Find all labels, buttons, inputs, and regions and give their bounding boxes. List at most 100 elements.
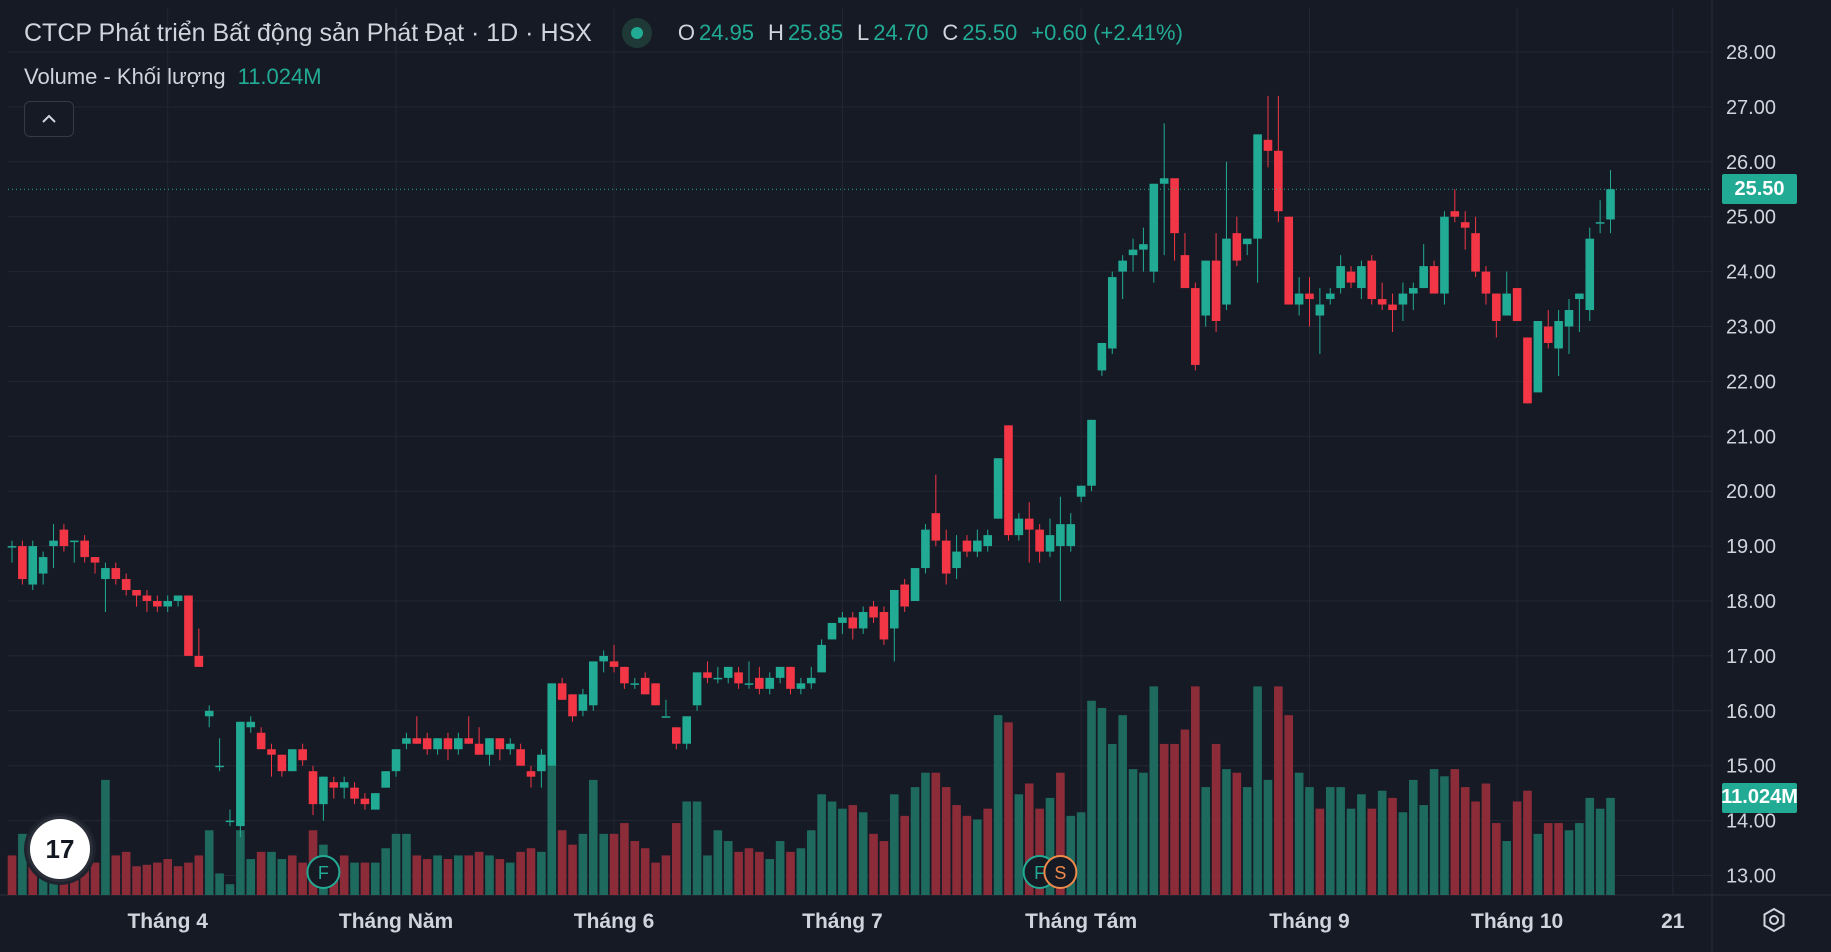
volume-bar [360,862,370,895]
volume-bar [672,823,681,895]
candle-body [848,617,858,629]
time-tick-label: Tháng 4 [127,910,208,933]
candle-body [339,782,349,788]
volume-bar [1585,797,1595,895]
candle-body [90,557,100,563]
volume-label[interactable]: Volume - Khối lượng [24,64,226,89]
volume-bar [1523,790,1532,895]
volume-bar [1575,823,1584,895]
price-tick-label: 15.00 [1726,756,1776,778]
candle-body [526,771,536,777]
volume-bar [703,855,712,895]
symbol-title[interactable]: CTCP Phát triển Bất động sản Phát Đạt · … [24,18,592,47]
volume-bar [28,848,38,895]
close-key: C [942,20,959,45]
candle-body [1004,425,1013,536]
volume-bar [184,862,193,895]
candle-body [153,601,162,607]
candle-body [1201,260,1210,316]
high-value: 25.85 [787,20,843,45]
volume-bar [1533,833,1543,895]
collapse-legend-button[interactable] [24,101,74,137]
candle-body [630,683,640,685]
candle-body [1014,518,1024,536]
high-key: H [768,20,784,45]
candle-body [713,677,723,680]
event-marker-label: F [318,863,329,883]
candle-body [568,694,577,717]
volume-bar [1606,797,1615,895]
candle-body [620,666,629,684]
volume-bar [1087,700,1096,895]
candle-body [1242,238,1252,245]
volume-bar [786,851,795,895]
candle-body [765,677,775,689]
volume-bar [7,855,17,895]
candle-body [1284,216,1294,305]
candle-body [952,551,961,569]
candle-body [796,683,806,689]
volume-bar [485,855,494,895]
volume-bar [1024,783,1034,895]
candle-body [1232,233,1242,261]
candle-body [256,732,266,750]
candle-body [1066,524,1076,547]
open-key: O [677,20,695,45]
candle-body [1211,260,1221,322]
volume-bar [412,855,422,895]
price-tick-label: 22.00 [1726,371,1776,393]
volume-bar [1554,823,1563,895]
logo-text: 17 [45,833,75,864]
tradingview-logo[interactable]: 17 [27,816,93,882]
volume-bar [350,862,359,895]
close-value: 25.50 [962,20,1018,45]
low-value: 24.70 [873,20,929,45]
candle-body [900,584,909,607]
candle-body [454,738,463,750]
price-tick-label: 26.00 [1726,152,1776,174]
chart-legend: CTCP Phát triển Bất động sản Phát Đạt · … [24,18,1193,48]
volume-bar [1149,686,1159,895]
candle-body [1575,293,1584,300]
volume-bar [464,855,474,895]
candle-body [941,540,951,574]
low-key: L [857,20,870,45]
candle-body [1336,266,1345,289]
volume-bar [1035,808,1044,895]
candle-body [7,546,17,548]
volume-bar [153,862,162,895]
candle-body [1325,293,1335,300]
volume-bar [1014,794,1024,895]
candle-body [1097,342,1107,371]
candle-body [547,683,557,766]
volume-bar [817,794,826,895]
volume-bar [287,855,297,895]
candle-body [1149,183,1159,272]
volume-bar [454,855,463,895]
volume-bar [1201,787,1210,895]
candle-body [1512,288,1522,322]
price-tick-label: 17.00 [1726,646,1776,668]
volume-bar [620,823,629,895]
candle-body [1419,266,1428,289]
candle-body [858,611,868,629]
volume-bar [838,808,847,895]
candle-body [755,677,764,689]
volume-bar [1118,715,1127,895]
chart-settings-button[interactable] [1760,906,1788,934]
volume-bar [775,841,785,895]
candle-body [682,716,691,744]
candle-body [1502,293,1512,316]
volume-bar [277,859,287,895]
candle-body [1315,304,1325,316]
candle-body [786,666,795,689]
candle-body [1523,337,1532,404]
candle-body [993,458,1003,519]
candle-body [661,716,671,718]
candle-body [495,738,505,750]
candle-body [827,622,837,640]
candle-body [890,590,899,629]
volume-bar [661,855,671,895]
volume-bar [910,787,920,895]
